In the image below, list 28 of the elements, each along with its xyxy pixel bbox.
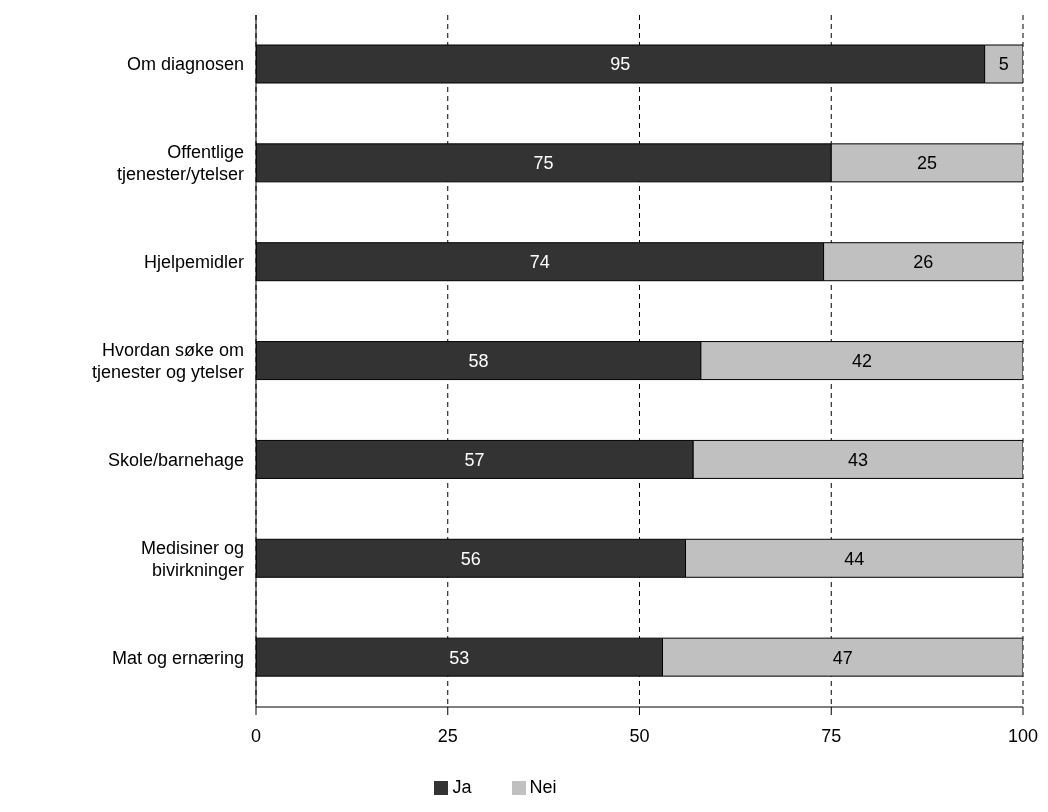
x-tick-label: 75 [821,725,842,746]
y-tick-label: Hjelpemidler [143,252,244,273]
data-label: 42 [851,350,872,371]
data-label: 75 [533,153,554,174]
y-tick-label: Medisiner og bivirkninger [140,537,244,580]
y-tick-label: Om diagnosen [126,54,244,75]
legend-label: Ja [452,777,472,797]
x-tick-label: 25 [437,725,458,746]
data-label: 26 [913,252,934,273]
data-label: 56 [460,548,481,569]
x-tick-label: 50 [629,725,650,746]
x-tick-label: 0 [250,725,262,746]
data-label: 74 [529,252,550,273]
y-tick-label: Skole/barnehage [107,449,244,470]
data-label: 95 [610,54,631,75]
y-tick-label: Mat og ernæring [111,647,244,668]
data-label: 47 [832,647,853,668]
y-tick-label: Hvordan søke om tjenester og ytelser [91,340,244,382]
data-label: 25 [917,153,938,174]
x-tick-label: 100 [1007,725,1039,746]
legend-label: Nei [529,777,557,797]
data-label: 57 [464,449,485,470]
data-label: 44 [844,548,865,569]
data-label: 43 [848,449,869,470]
data-label: 5 [998,54,1009,75]
data-label: 58 [468,350,489,371]
y-tick-label: Offentlige tjenester/ytelser [116,142,244,185]
data-label: 53 [449,647,470,668]
